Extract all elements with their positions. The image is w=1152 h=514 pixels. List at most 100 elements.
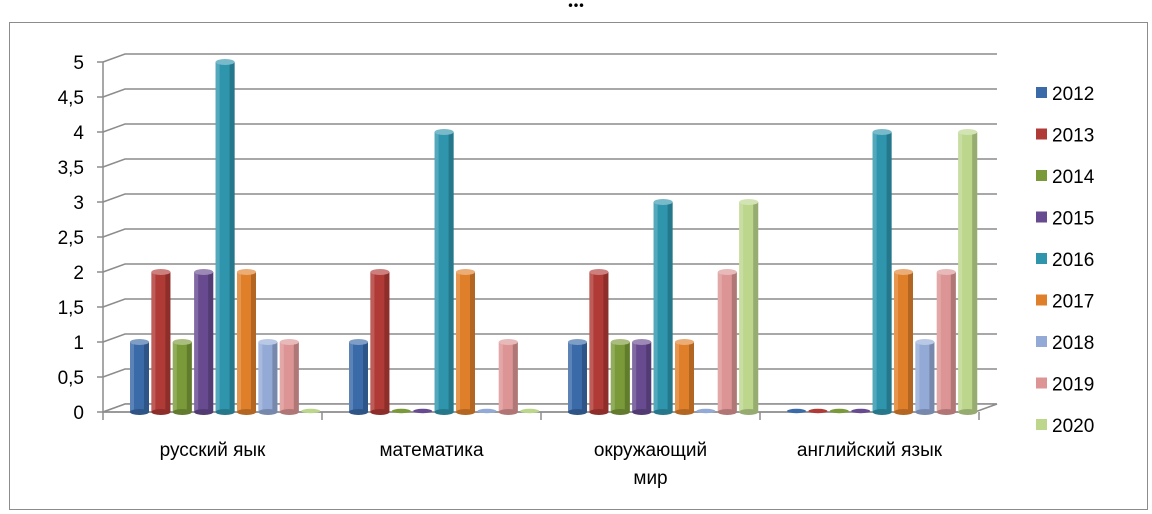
bar-base	[872, 409, 892, 415]
bar-base	[936, 409, 956, 415]
legend-entry: 2020	[1036, 416, 1094, 437]
bar-shadow	[646, 342, 652, 412]
bar-highlight	[194, 272, 199, 412]
bar-shadow	[624, 342, 630, 412]
bar-shadow	[384, 272, 390, 412]
bar	[172, 339, 192, 415]
bar-top	[653, 199, 673, 205]
bar-top	[568, 339, 587, 345]
bar-zero-disc	[808, 408, 828, 414]
bar-shadow	[208, 272, 214, 412]
bar-top	[434, 129, 454, 135]
y-tick-label: 4,5	[58, 88, 84, 109]
gridline	[102, 333, 997, 343]
bar-base	[279, 409, 299, 415]
bar-zero-disc	[851, 408, 871, 414]
bar	[739, 199, 759, 415]
bar-base	[894, 409, 913, 415]
bar-zero-disc	[477, 408, 497, 414]
bars-layer	[130, 59, 978, 415]
bar-zero-disc	[520, 408, 540, 414]
bar	[717, 269, 737, 415]
bar	[894, 269, 913, 415]
bar-shadow	[293, 342, 299, 412]
bar-shadow	[908, 272, 913, 412]
legend-swatch	[1036, 170, 1047, 181]
bar	[696, 408, 716, 414]
y-tick-label: 0	[73, 403, 84, 424]
bar-zero-disc	[829, 408, 849, 414]
bar	[130, 339, 149, 415]
bar-top	[237, 269, 256, 275]
bar-base	[151, 409, 171, 415]
bar-shadow	[229, 62, 235, 412]
bar-top	[349, 339, 368, 345]
bar	[632, 339, 652, 415]
x-category-label: математика	[379, 440, 484, 461]
bar-base	[653, 409, 673, 415]
bar-base	[130, 409, 149, 415]
bar-base	[568, 409, 587, 415]
bar-highlight	[215, 62, 220, 412]
bar-shadow	[186, 342, 192, 412]
gridline	[102, 88, 997, 98]
legend-entry: 2016	[1036, 250, 1094, 271]
bar-base	[172, 409, 192, 415]
y-tick-label: 2,5	[58, 228, 84, 249]
bar	[829, 408, 849, 414]
y-tick-label: 2	[73, 263, 84, 284]
bar	[456, 269, 475, 415]
legend-swatch	[1036, 87, 1047, 98]
bar-top	[172, 339, 192, 345]
bar	[151, 269, 171, 415]
bar-top	[632, 339, 652, 345]
y-tick-label: 5	[73, 53, 84, 74]
bar-zero-disc	[787, 408, 806, 414]
bar-top	[936, 269, 956, 275]
bar	[237, 269, 256, 415]
legend-label: 2019	[1052, 375, 1094, 396]
bar-base	[349, 409, 368, 415]
chart-frame	[9, 22, 1148, 510]
bar-highlight	[632, 342, 637, 412]
bar-top	[456, 269, 475, 275]
legend-label: 2020	[1052, 416, 1094, 437]
bar	[258, 339, 278, 415]
legend-entry: 2018	[1036, 333, 1094, 354]
bar-base	[498, 409, 518, 415]
bar-highlight	[872, 132, 877, 412]
bar-top	[675, 339, 694, 345]
y-tick-label: 4	[73, 123, 84, 144]
bar	[851, 408, 871, 414]
bar-base	[915, 409, 935, 415]
bar-highlight	[610, 342, 615, 412]
bar-top	[279, 339, 299, 345]
legend-label: 2018	[1052, 333, 1094, 354]
bar	[498, 339, 518, 415]
bar	[391, 408, 411, 414]
bar-top	[194, 269, 214, 275]
bar-shadow	[470, 272, 475, 412]
bar	[787, 408, 806, 414]
bar-highlight	[349, 342, 353, 412]
legend-swatch	[1036, 128, 1047, 140]
bar	[279, 339, 299, 415]
bar	[520, 408, 540, 414]
legend-swatch	[1036, 253, 1047, 264]
gridline	[102, 228, 997, 238]
bar-highlight	[568, 342, 572, 412]
legend-label: 2014	[1052, 167, 1095, 188]
bar-shadow	[950, 272, 956, 412]
bar-base	[370, 409, 390, 415]
bar-top	[915, 339, 935, 345]
y-tick-label: 0,5	[58, 368, 84, 389]
legend-swatch	[1036, 211, 1047, 223]
bar-shadow	[165, 272, 171, 412]
y-tick-label: 3	[73, 193, 84, 214]
bar-zero-disc	[696, 408, 716, 414]
gridline	[102, 123, 997, 133]
bar-base	[434, 409, 454, 415]
bar-highlight	[717, 272, 722, 412]
labels-layer: 0 0,5 1 1,5 2 2,5 3 3,5 4 4,5 5 русский яык математи…	[58, 53, 943, 489]
bar-shadow	[448, 132, 454, 412]
